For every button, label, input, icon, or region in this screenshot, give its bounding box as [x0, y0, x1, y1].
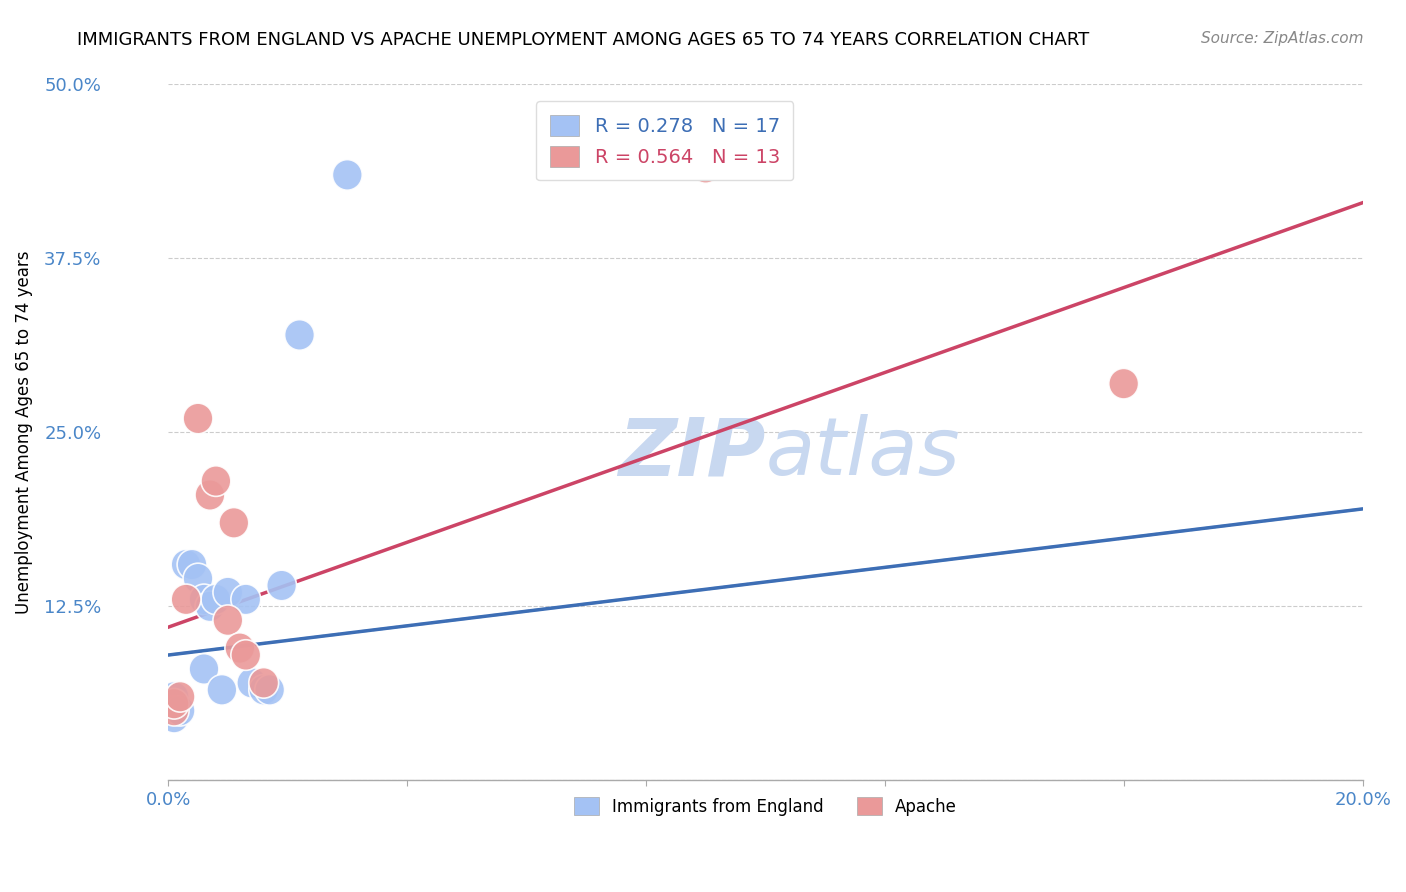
Ellipse shape: [212, 605, 243, 636]
Ellipse shape: [690, 153, 720, 183]
Ellipse shape: [159, 702, 188, 733]
Ellipse shape: [207, 674, 236, 706]
Ellipse shape: [231, 584, 260, 615]
Ellipse shape: [284, 319, 315, 351]
Ellipse shape: [212, 577, 243, 607]
Ellipse shape: [195, 480, 225, 510]
Text: atlas: atlas: [765, 414, 960, 492]
Ellipse shape: [267, 570, 297, 601]
Ellipse shape: [172, 549, 201, 580]
Ellipse shape: [159, 681, 188, 712]
Ellipse shape: [201, 466, 231, 496]
Ellipse shape: [165, 681, 195, 712]
Ellipse shape: [159, 696, 188, 726]
Ellipse shape: [201, 584, 231, 615]
Text: Source: ZipAtlas.com: Source: ZipAtlas.com: [1201, 31, 1364, 46]
Text: IMMIGRANTS FROM ENGLAND VS APACHE UNEMPLOYMENT AMONG AGES 65 TO 74 YEARS CORRELA: IMMIGRANTS FROM ENGLAND VS APACHE UNEMPL…: [77, 31, 1090, 49]
Ellipse shape: [183, 563, 212, 594]
Ellipse shape: [219, 508, 249, 538]
Ellipse shape: [159, 689, 188, 719]
Ellipse shape: [165, 696, 195, 726]
Ellipse shape: [188, 654, 219, 684]
Ellipse shape: [332, 160, 363, 190]
Text: ZIP: ZIP: [619, 414, 765, 492]
Y-axis label: Unemployment Among Ages 65 to 74 years: Unemployment Among Ages 65 to 74 years: [15, 251, 32, 614]
Ellipse shape: [231, 640, 260, 671]
Ellipse shape: [172, 584, 201, 615]
Ellipse shape: [225, 632, 254, 664]
Ellipse shape: [195, 591, 225, 622]
Legend: Immigrants from England, Apache: Immigrants from England, Apache: [565, 789, 966, 824]
Ellipse shape: [1109, 368, 1139, 399]
Ellipse shape: [183, 403, 212, 434]
Ellipse shape: [254, 674, 284, 706]
Ellipse shape: [177, 549, 207, 580]
Ellipse shape: [249, 674, 278, 706]
Ellipse shape: [188, 584, 219, 615]
Ellipse shape: [236, 667, 267, 698]
Ellipse shape: [249, 667, 278, 698]
